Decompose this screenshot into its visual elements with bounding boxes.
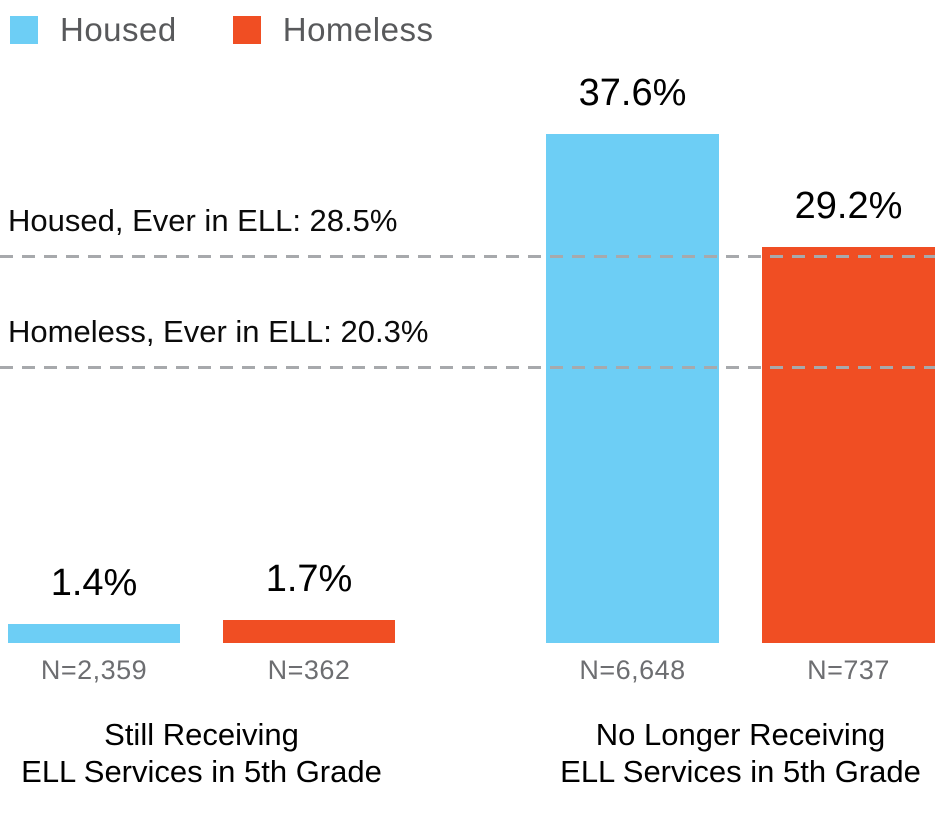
legend-label-housed: Housed [60,11,177,48]
legend-item-housed: Housed [10,11,177,49]
bar-value-label: 29.2% [794,185,903,227]
legend-item-homeless: Homeless [232,11,434,49]
bar-value-label: 1.4% [50,562,138,604]
homeless-swatch-icon [232,16,261,44]
bar-homeless-1 [762,247,935,643]
legend-label-homeless: Homeless [282,11,434,48]
bar-value-label: 37.6% [578,72,687,114]
reference-line-0 [0,255,935,259]
bar-housed-1 [546,134,719,643]
housed-swatch-icon [10,16,38,44]
group-axis-label: No Longer Receiving ELL Services in 5th G… [560,717,921,789]
reference-line-label-1: Homeless, Ever in ELL: 20.3% [8,313,429,349]
bar-n-label: N=2,359 [40,655,148,685]
reference-line-label-0: Housed, Ever in ELL: 28.5% [8,202,398,238]
bar-housed-0 [8,624,180,643]
reference-line-1 [0,366,935,370]
bar-n-label: N=737 [807,655,890,685]
group-axis-label: Still Receiving ELL Services in 5th Grade [21,717,382,789]
legend: Housed Homeless [10,11,489,49]
bar-value-label: 1.7% [265,558,353,600]
bar-n-label: N=362 [267,655,351,685]
bar-homeless-0 [223,620,395,643]
bar-n-label: N=6,648 [579,655,686,685]
